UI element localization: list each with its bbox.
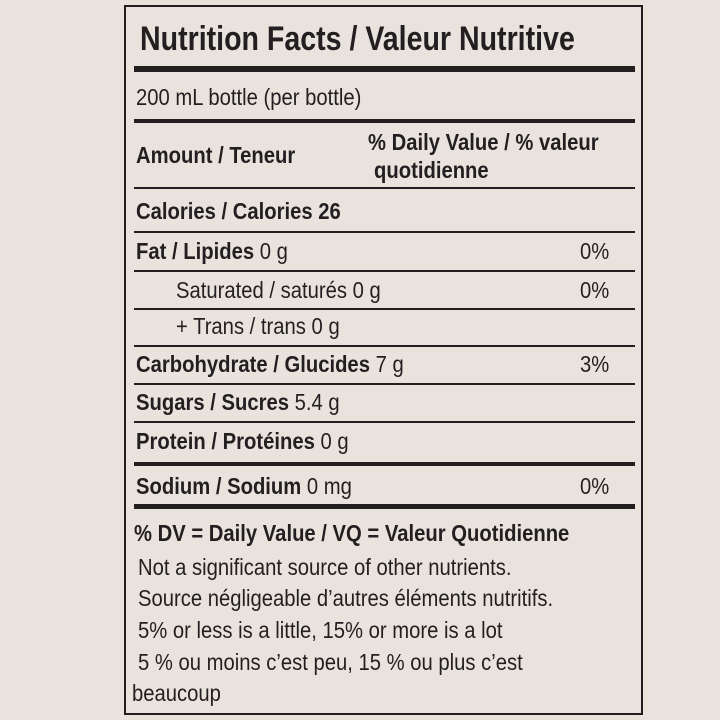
daily-value: 0% <box>579 473 609 499</box>
daily-value: 0% <box>579 238 609 264</box>
daily-value: 0% <box>579 277 609 303</box>
nutrient-row: Fat / Lipides 0 g <box>136 237 288 265</box>
nutrient-label: Sugars / Sucres <box>136 389 289 415</box>
serving: 200 mL bottle (per bottle) <box>136 84 362 110</box>
footer-note: 5 % ou moins c’est peu, 15 % ou plus c’e… <box>138 649 523 675</box>
nutrient-row: + Trans / trans 0 g <box>176 312 340 340</box>
footer-note: Not a significant source of other nutrie… <box>138 554 512 580</box>
rule <box>134 462 635 466</box>
nutrient-amount: 0 g <box>352 277 381 303</box>
footer-note: Source négligeable d’autres éléments nut… <box>138 585 554 611</box>
nutrient-row: Carbohydrate / Glucides 7 g <box>136 350 404 378</box>
rule <box>134 504 635 509</box>
footer-note: beaucoup <box>132 680 221 706</box>
nutrient-amount: 7 g <box>375 351 404 377</box>
footer-note: 5% or less is a little, 15% or more is a… <box>138 617 503 643</box>
nutrient-label: Sodium / Sodium <box>136 473 302 499</box>
dv-header: quotidienne <box>374 157 489 183</box>
nutrient-label: Fat / Lipides <box>136 238 255 264</box>
rule <box>134 270 635 272</box>
title: Nutrition Facts / Valeur Nutritive <box>140 20 575 58</box>
nutrient-amount: 0 mg <box>306 473 352 499</box>
rule <box>134 421 635 423</box>
nutrition-label: Nutrition Facts / Valeur Nutritive 200 m… <box>124 5 643 715</box>
rule <box>134 231 635 233</box>
nutrient-row: Saturated / saturés 0 g <box>176 276 381 304</box>
nutrient-row: Calories / Calories 26 <box>136 197 341 225</box>
nutrient-amount: 5.4 g <box>294 389 340 415</box>
nutrient-row: Protein / Protéines 0 g <box>136 427 349 455</box>
rule <box>134 308 635 310</box>
nutrient-row: Sugars / Sucres 5.4 g <box>136 388 340 416</box>
dv-header: % Daily Value / % valeur <box>368 129 599 155</box>
rule <box>134 119 635 123</box>
daily-value: 3% <box>579 351 609 377</box>
footer-heading: % DV = Daily Value / VQ = Valeur Quotidi… <box>134 520 570 546</box>
nutrient-label: Calories / Calories <box>136 198 313 224</box>
nutrient-label: Saturated / saturés <box>176 277 348 303</box>
nutrient-amount: 0 g <box>311 313 340 339</box>
nutrient-amount: 0 g <box>259 238 288 264</box>
nutrient-row: Sodium / Sodium 0 mg <box>136 472 352 500</box>
nutrient-label: Carbohydrate / Glucides <box>136 351 370 377</box>
amount-header: Amount / Teneur <box>136 142 296 168</box>
nutrient-amount: 26 <box>318 198 341 224</box>
rule <box>134 345 635 347</box>
rule <box>134 66 635 72</box>
rule <box>134 187 635 189</box>
nutrient-label: Protein / Protéines <box>136 428 315 454</box>
nutrient-amount: 0 g <box>320 428 349 454</box>
rule <box>134 383 635 385</box>
nutrient-label: + Trans / trans <box>176 313 306 339</box>
